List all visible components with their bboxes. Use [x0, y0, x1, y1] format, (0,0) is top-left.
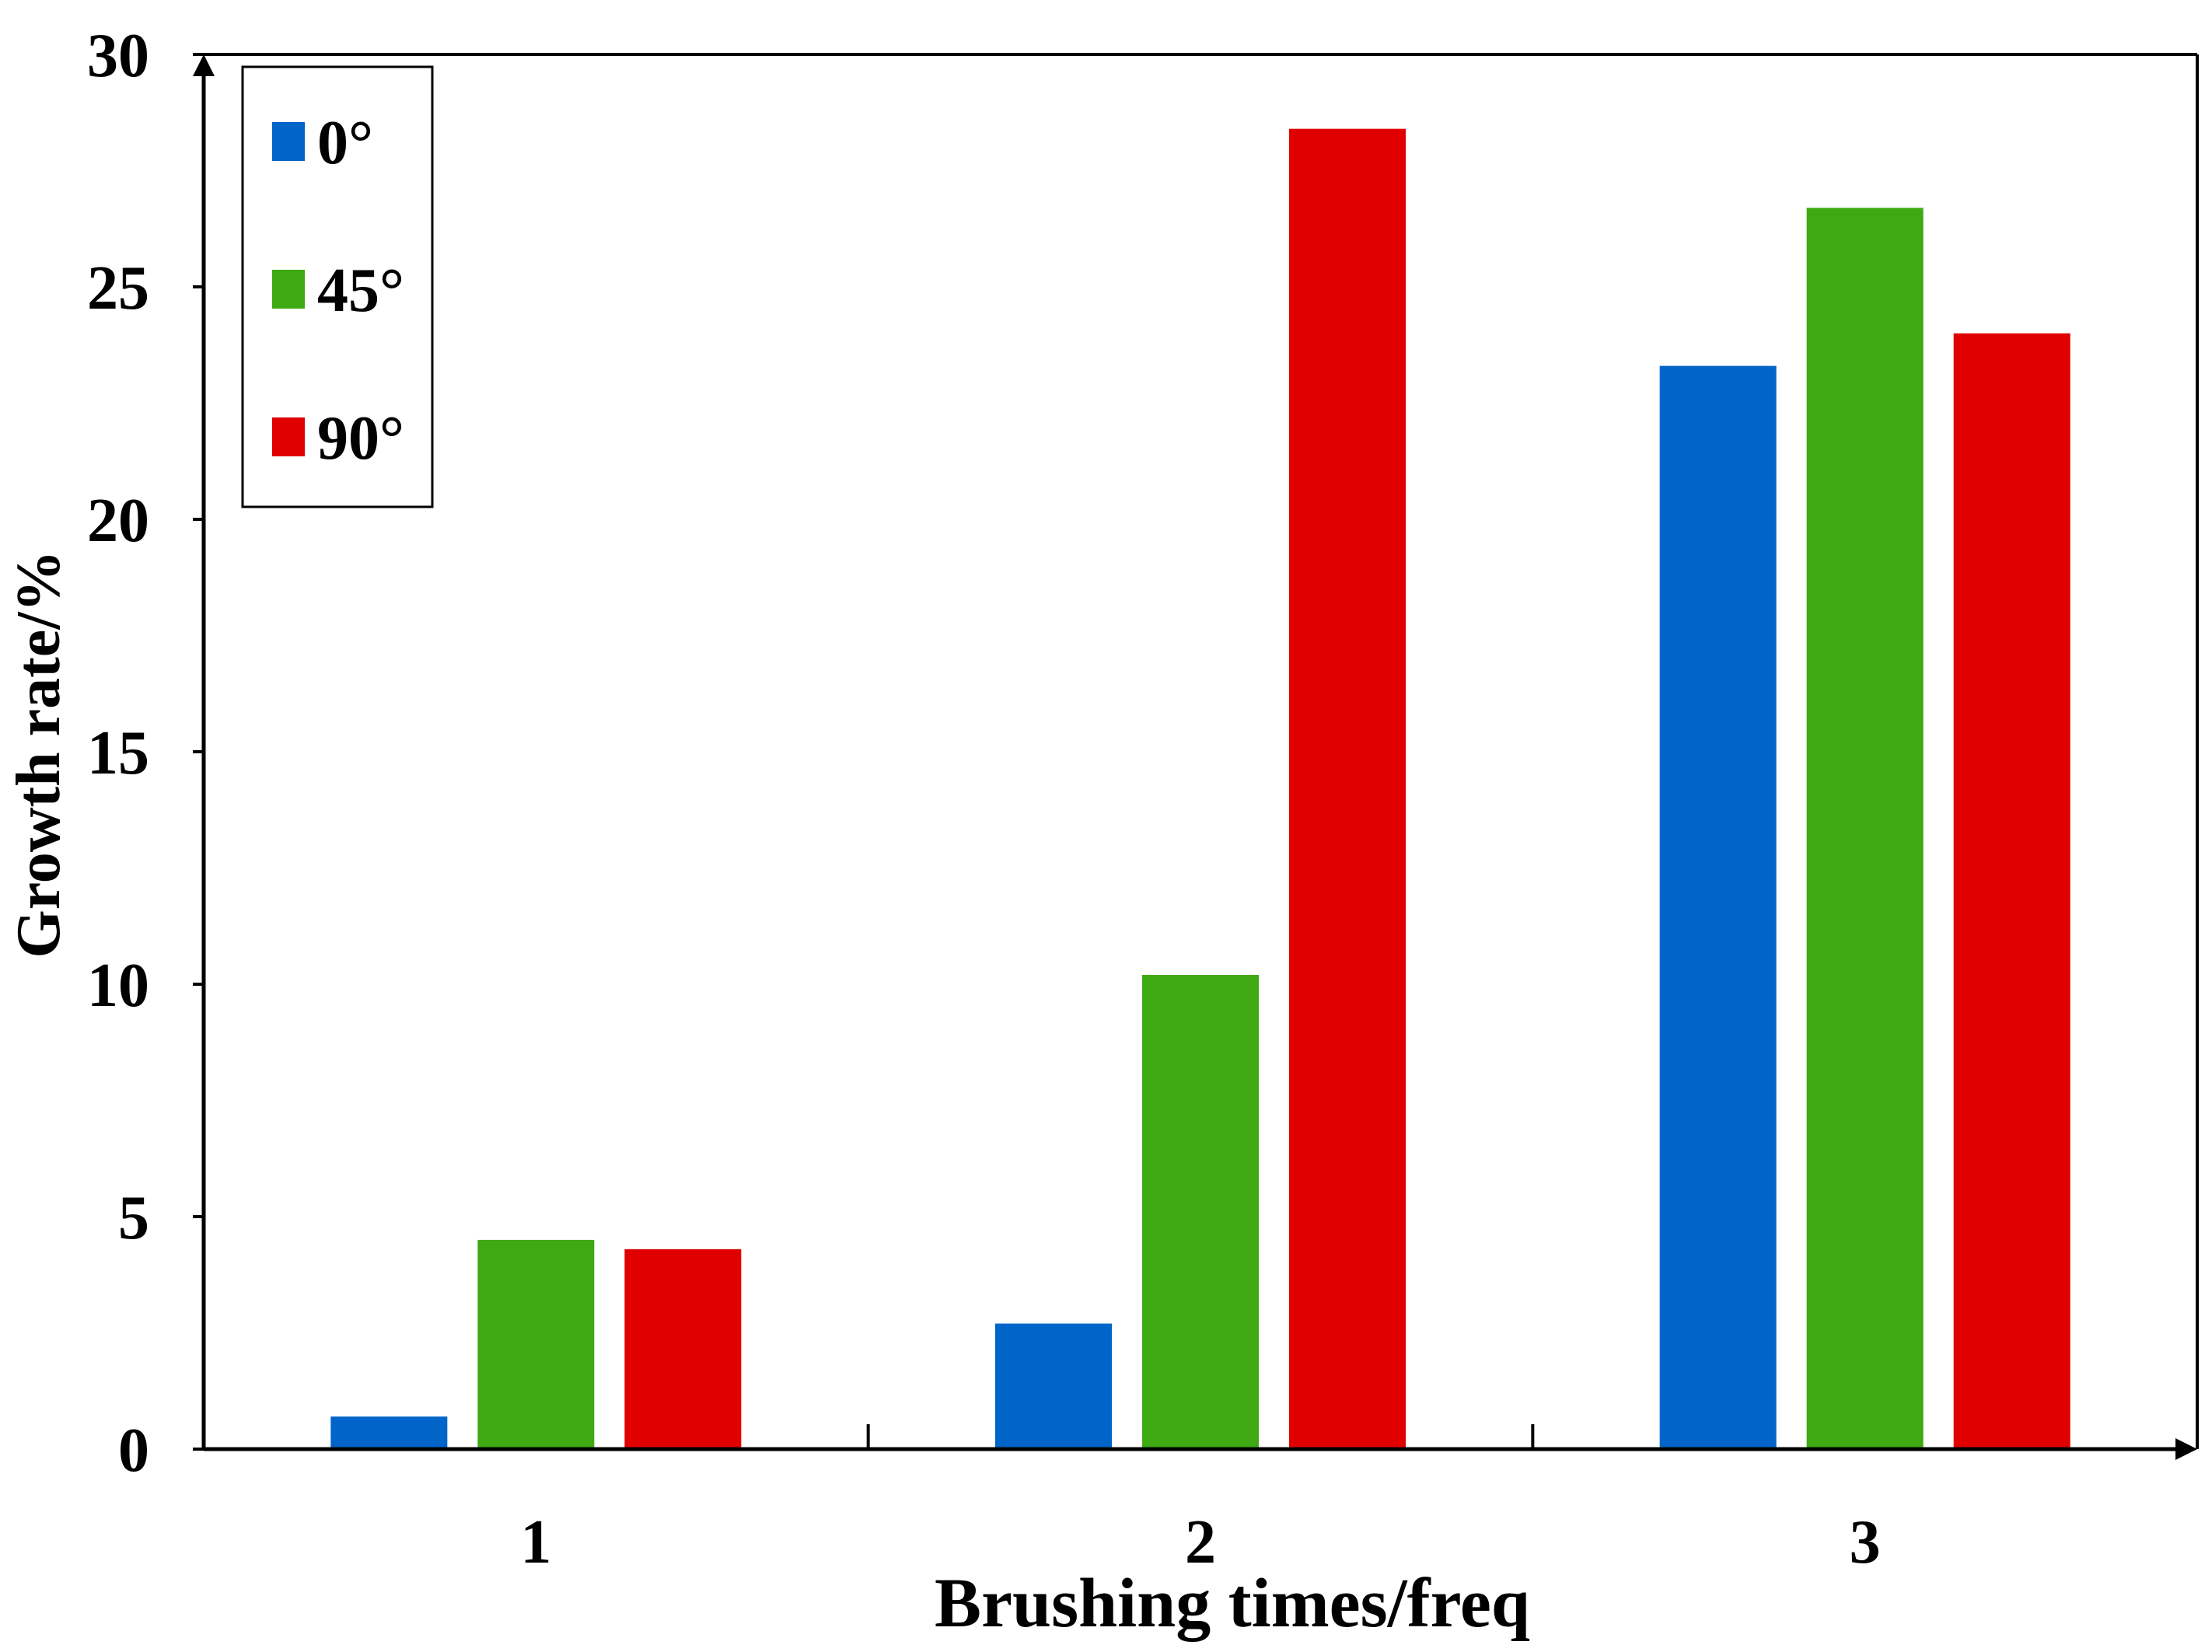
x-tick-label: 3	[1850, 1508, 1881, 1577]
bar-90deg-3	[1953, 333, 2070, 1449]
bar-0deg-3	[1659, 365, 1777, 1449]
legend-label: 45°	[317, 257, 404, 325]
bar-0deg-2	[995, 1323, 1112, 1449]
legend-swatch	[272, 122, 305, 161]
y-tick-label: 15	[87, 719, 149, 788]
x-axis-label: Brushing times/freq	[935, 1565, 1530, 1642]
bar-0deg-1	[330, 1416, 448, 1449]
y-tick-label: 30	[87, 22, 149, 90]
x-axis-arrow	[2175, 1438, 2197, 1460]
y-tick-label: 10	[87, 952, 149, 1020]
y-tick-label: 25	[87, 254, 149, 323]
y-axis-label: Growth rate/%	[5, 550, 73, 958]
y-axis-arrow	[193, 54, 215, 76]
legend-label: 0°	[317, 109, 373, 177]
x-ticks-group: 1 2 3	[520, 1424, 1881, 1577]
y-ticks-group: 0 5 10 15 20 25 30	[87, 22, 204, 1485]
bar-90deg-1	[624, 1249, 742, 1449]
legend-label: 90°	[317, 404, 404, 473]
bar-45deg-3	[1806, 208, 1924, 1450]
y-tick-label: 5	[118, 1184, 149, 1252]
bar-45deg-1	[477, 1239, 595, 1449]
legend-swatch	[272, 270, 305, 309]
bar-90deg-2	[1289, 128, 1406, 1450]
x-tick-label: 1	[520, 1508, 551, 1577]
y-tick-label: 20	[87, 487, 149, 555]
legend-swatch	[272, 417, 305, 456]
x-tick-label: 2	[1185, 1508, 1216, 1577]
bar-45deg-2	[1142, 975, 1259, 1449]
y-tick-label: 0	[118, 1416, 149, 1485]
bars-group	[330, 128, 2070, 1450]
legend: 0° 45° 90°	[241, 65, 434, 508]
